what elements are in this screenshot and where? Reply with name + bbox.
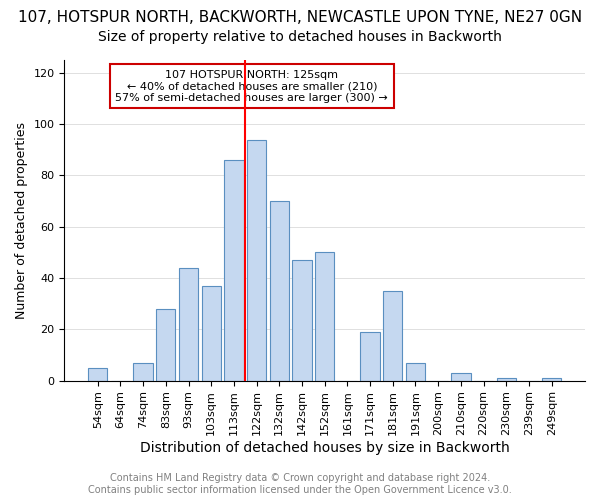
Bar — [497, 378, 516, 380]
Bar — [88, 368, 107, 380]
Bar — [202, 286, 221, 380]
Bar — [156, 309, 175, 380]
Bar — [179, 268, 198, 380]
Text: Size of property relative to detached houses in Backworth: Size of property relative to detached ho… — [98, 30, 502, 44]
Bar — [383, 291, 403, 380]
Bar — [315, 252, 334, 380]
Bar — [451, 373, 470, 380]
Bar — [361, 332, 380, 380]
X-axis label: Distribution of detached houses by size in Backworth: Distribution of detached houses by size … — [140, 441, 509, 455]
Text: Contains HM Land Registry data © Crown copyright and database right 2024.
Contai: Contains HM Land Registry data © Crown c… — [88, 474, 512, 495]
Y-axis label: Number of detached properties: Number of detached properties — [15, 122, 28, 319]
Bar — [247, 140, 266, 380]
Bar — [542, 378, 562, 380]
Text: 107, HOTSPUR NORTH, BACKWORTH, NEWCASTLE UPON TYNE, NE27 0GN: 107, HOTSPUR NORTH, BACKWORTH, NEWCASTLE… — [18, 10, 582, 25]
Bar — [406, 362, 425, 380]
Bar — [133, 362, 153, 380]
Bar — [269, 201, 289, 380]
Bar — [292, 260, 311, 380]
Bar — [224, 160, 244, 380]
Text: 107 HOTSPUR NORTH: 125sqm
← 40% of detached houses are smaller (210)
57% of semi: 107 HOTSPUR NORTH: 125sqm ← 40% of detac… — [115, 70, 388, 103]
